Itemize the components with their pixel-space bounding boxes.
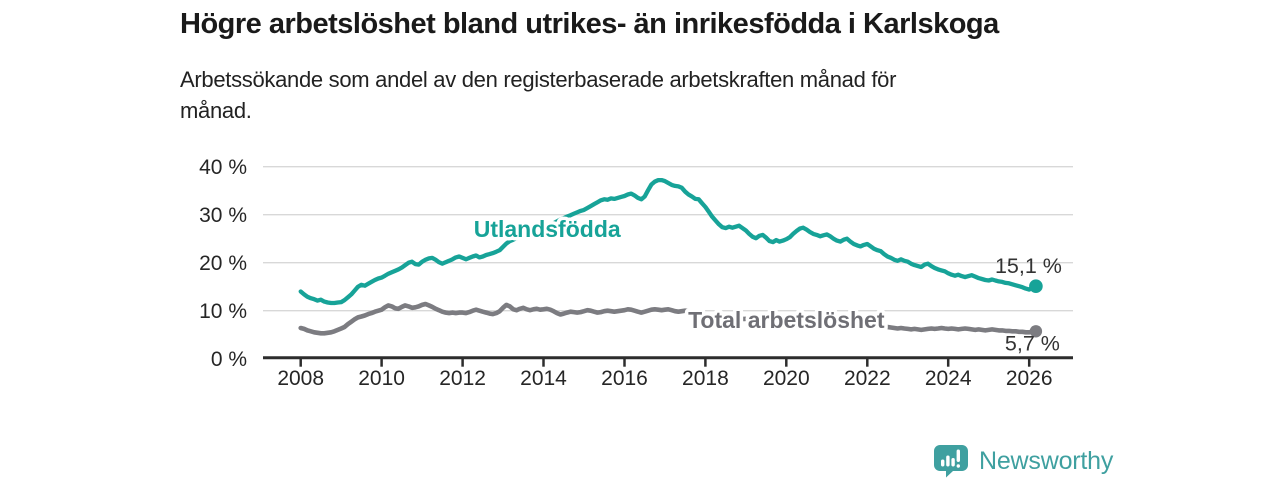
newsworthy-logo-text: Newsworthy	[979, 446, 1114, 475]
end-dot-total-arbetsloshet	[1029, 325, 1043, 338]
x-tick-label-2010: 2010	[358, 367, 405, 390]
y-tick-label-20: 20 %	[199, 252, 247, 275]
line-utlandsfodda	[298, 177, 1039, 306]
chart-subtitle: Arbetssökande som andel av den registerb…	[180, 67, 897, 123]
x-tick-label-2014: 2014	[520, 367, 567, 390]
x-tick-label-2022: 2022	[844, 367, 891, 390]
x-tick-label-2024: 2024	[925, 367, 972, 390]
y-tick-label-0: 0 %	[211, 348, 247, 371]
y-tick-label-40: 40 %	[199, 156, 247, 179]
newsworthy-logo-icon	[934, 445, 968, 478]
y-tick-label-10: 10 %	[199, 300, 247, 323]
series-label-total-arbetsloshet: Total arbetslöshet	[688, 307, 885, 333]
x-tick-label-2020: 2020	[763, 367, 810, 390]
newsworthy-logo: Newsworthy	[932, 443, 1113, 479]
end-value-label-utlandsfodda: 15,1 %	[995, 254, 1062, 278]
end-dot-utlandsfodda	[1029, 279, 1043, 294]
x-tick-label-2026: 2026	[1006, 367, 1053, 390]
x-tick-label-2018: 2018	[682, 367, 729, 390]
x-tick-label-2012: 2012	[439, 367, 486, 390]
y-tick-label-30: 30 %	[199, 204, 247, 227]
x-tick-label-2008: 2008	[277, 367, 324, 390]
line-total-arbetsloshet	[298, 301, 1039, 336]
x-tick-label-2016: 2016	[601, 367, 648, 390]
series-label-utlandsfodda: Utlandsfödda	[474, 216, 621, 242]
chart-title: Högre arbetslöshet bland utrikes- än inr…	[180, 8, 999, 40]
end-value-label-total-arbetsloshet: 5,7 %	[1005, 331, 1060, 355]
